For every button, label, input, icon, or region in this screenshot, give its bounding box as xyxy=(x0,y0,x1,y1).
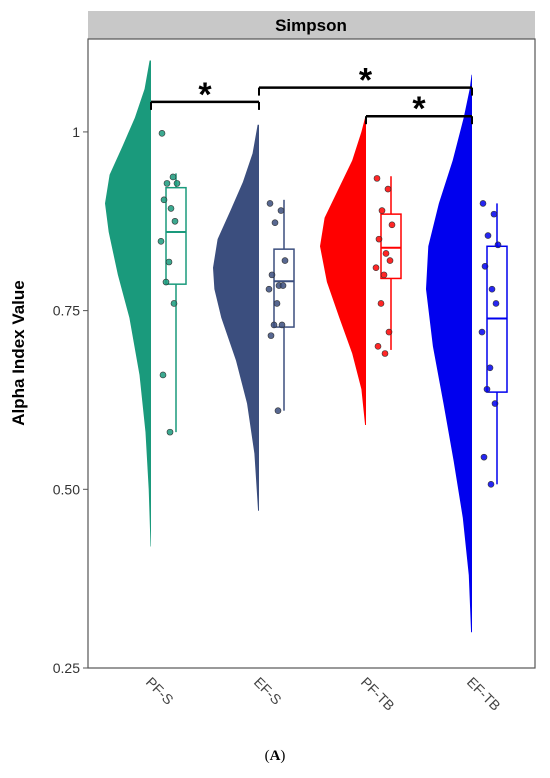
violin-pf-s xyxy=(105,60,151,547)
data-point xyxy=(279,282,287,289)
data-point xyxy=(372,264,380,272)
data-point xyxy=(270,321,278,329)
data-point xyxy=(478,328,486,336)
data-point xyxy=(281,257,289,264)
data-point xyxy=(377,300,385,307)
violin-ef-s xyxy=(213,124,259,511)
data-point xyxy=(271,219,279,226)
y-tick-label: 0.50 xyxy=(53,481,80,497)
data-point xyxy=(274,407,282,414)
data-point xyxy=(484,232,492,239)
data-point xyxy=(167,205,175,212)
box-pf-s xyxy=(165,186,187,285)
facet-title: Simpson xyxy=(275,16,347,35)
panel-border xyxy=(87,38,536,669)
data-point xyxy=(267,332,275,339)
data-point xyxy=(277,207,285,214)
significance-star: * xyxy=(412,90,426,128)
data-point xyxy=(378,207,386,214)
caption-open: ( xyxy=(264,748,270,764)
data-point xyxy=(492,300,500,307)
significance-brackets: * * * xyxy=(150,62,473,128)
data-point xyxy=(373,175,381,182)
data-point xyxy=(380,271,388,279)
data-point xyxy=(382,250,390,257)
data-point xyxy=(163,180,171,187)
box-pf-tb xyxy=(380,213,402,280)
y-axis-ticks: 0.25 0.50 0.75 1 xyxy=(53,124,88,676)
data-point xyxy=(491,400,499,407)
data-point xyxy=(268,271,276,279)
data-point xyxy=(483,385,491,393)
data-point xyxy=(278,321,286,329)
violin-ef-tb xyxy=(426,74,472,633)
data-point xyxy=(386,257,394,264)
x-axis-ticks: PF-S EF-S PF-TB EF-TB xyxy=(143,674,504,714)
data-point xyxy=(165,258,173,266)
data-point xyxy=(166,428,174,436)
data-point xyxy=(374,343,382,350)
y-tick-label: 1 xyxy=(72,124,80,140)
data-point xyxy=(160,196,168,204)
points xyxy=(157,130,502,488)
significance-star: * xyxy=(359,62,373,100)
data-point xyxy=(273,300,281,307)
data-point xyxy=(159,371,167,379)
data-point xyxy=(480,453,488,461)
data-point xyxy=(388,221,396,229)
data-point xyxy=(157,237,165,245)
violins xyxy=(105,60,472,633)
data-point xyxy=(162,278,170,286)
data-point xyxy=(487,481,495,488)
data-point xyxy=(490,210,498,218)
data-point xyxy=(494,241,502,249)
data-point xyxy=(479,200,487,207)
data-point xyxy=(381,350,389,357)
x-tick-label: EF-S xyxy=(251,674,285,708)
data-point xyxy=(384,185,392,193)
violin-pf-tb xyxy=(320,117,366,425)
y-axis-label: Alpha Index Value xyxy=(9,280,28,426)
data-point xyxy=(486,364,494,372)
data-point xyxy=(265,285,273,293)
data-point xyxy=(375,235,383,243)
x-tick-label: EF-TB xyxy=(464,674,504,714)
data-point xyxy=(171,217,179,225)
data-point xyxy=(488,285,496,293)
strip-background xyxy=(88,11,535,39)
caption-close: ) xyxy=(280,748,286,764)
y-tick-label: 0.75 xyxy=(53,303,80,319)
data-point xyxy=(266,200,274,207)
x-tick-label: PF-S xyxy=(143,674,177,708)
x-tick-label: PF-TB xyxy=(358,674,398,714)
data-point xyxy=(169,173,177,181)
caption-letter: A xyxy=(269,748,281,764)
figure-caption: (A) xyxy=(0,748,550,765)
data-point xyxy=(170,300,178,307)
data-point xyxy=(173,180,181,187)
data-point xyxy=(158,130,166,137)
y-tick-label: 0.25 xyxy=(53,660,80,676)
data-point xyxy=(481,262,489,270)
significance-star: * xyxy=(198,76,212,114)
data-point xyxy=(385,328,393,336)
